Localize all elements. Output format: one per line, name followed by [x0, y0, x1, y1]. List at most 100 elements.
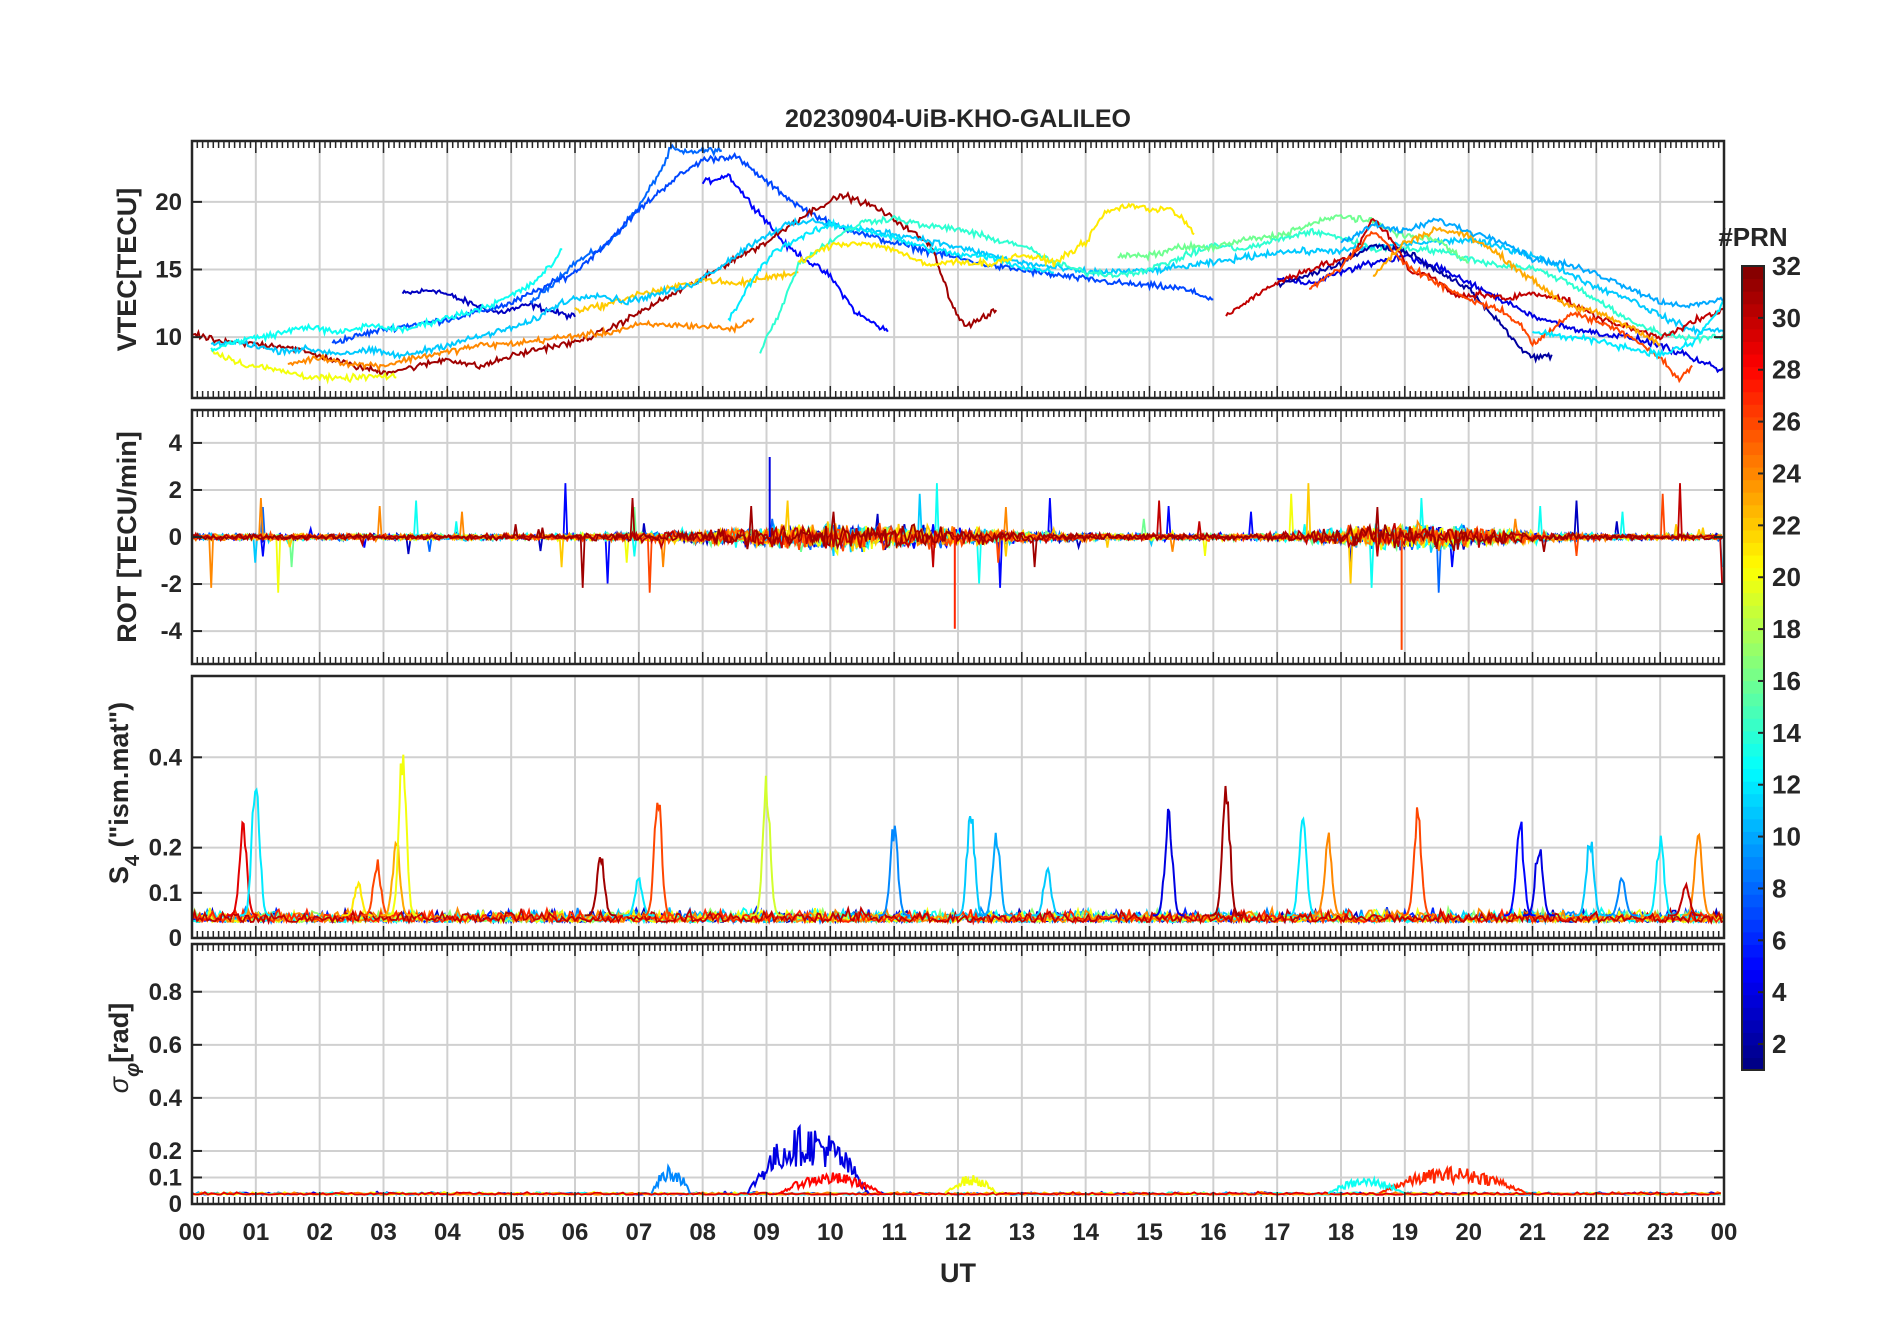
- colorbar-tick-label: 10: [1772, 822, 1801, 852]
- colorbar-segment: [1742, 793, 1764, 807]
- colorbar-segment: [1742, 843, 1764, 858]
- y-tick-label: 20: [155, 189, 182, 216]
- x-tick-label: 02: [306, 1219, 333, 1246]
- colorbar-segment: [1742, 1007, 1764, 1021]
- vtec-series-line: [1340, 217, 1724, 309]
- colorbar-segment: [1742, 328, 1764, 342]
- colorbar-segment: [1742, 504, 1764, 518]
- colorbar-tick-label: 32: [1772, 251, 1801, 281]
- vtec-series-line: [1532, 300, 1724, 361]
- colorbar-tick-label: 18: [1772, 614, 1801, 644]
- vtec-series-line: [701, 173, 889, 333]
- colorbar-segment: [1742, 316, 1764, 330]
- vtec-series-line: [1372, 226, 1661, 347]
- x-tick-label: 12: [945, 1219, 972, 1246]
- grid: [191, 944, 1725, 1205]
- colorbar-segment: [1742, 894, 1764, 908]
- y-axis-label: σφ[rad]: [104, 1003, 144, 1093]
- vtec-series-line: [287, 317, 755, 372]
- colorbar-frame: [1741, 265, 1765, 1071]
- sigma-burst: [746, 1123, 870, 1194]
- colorbar-tick-label: 26: [1772, 407, 1801, 437]
- data-s4: [192, 754, 1724, 926]
- vtec-series-line: [1276, 243, 1553, 364]
- s4-spike: [1152, 808, 1185, 917]
- colorbar-segment: [1742, 441, 1764, 456]
- y-tick-label: 0.4: [149, 744, 183, 771]
- x-tick-marks: [191, 141, 1725, 398]
- colorbar-segment: [1742, 718, 1764, 732]
- data-vtec: [192, 143, 1724, 385]
- s4-spike: [1669, 881, 1702, 917]
- x-tick-label: 18: [1328, 1219, 1355, 1246]
- vtec-series-line: [759, 214, 1724, 354]
- colorbar-segment: [1742, 605, 1764, 619]
- y-tick-label: 0: [169, 1191, 182, 1218]
- colorbar-segment: [1742, 379, 1764, 393]
- colorbar-segment: [1742, 730, 1764, 744]
- x-tick-label: 01: [242, 1219, 269, 1246]
- vtec-series-line: [574, 269, 799, 314]
- colorbar-tick-label: 2: [1772, 1029, 1786, 1059]
- colorbar-segment: [1742, 994, 1764, 1008]
- panel-sigma_phi: 00.10.2 0.4 0.6 0.8σφ[rad]: [104, 942, 1726, 1218]
- x-tick-label: 17: [1264, 1219, 1291, 1246]
- colorbar-segment: [1742, 479, 1764, 493]
- colorbar-segment: [1742, 1057, 1764, 1071]
- y-tick-label: 0.6: [149, 1032, 182, 1059]
- colorbar-segment: [1742, 580, 1764, 594]
- x-tick-label: 21: [1519, 1219, 1546, 1246]
- colorbar-segment: [1742, 278, 1764, 292]
- s4-spike: [750, 775, 783, 917]
- colorbar-segment: [1742, 755, 1764, 770]
- x-tick-label: 09: [753, 1219, 780, 1246]
- chart-title: 20230904-UiB-KHO-GALILEO: [785, 105, 1131, 133]
- x-tick-label: 11: [881, 1219, 906, 1246]
- colorbar-segment: [1742, 919, 1764, 933]
- s4-spike: [1312, 832, 1345, 917]
- colorbar-tick-label: 28: [1772, 355, 1801, 385]
- colorbar-segment: [1742, 291, 1764, 305]
- colorbar-tick-label: 8: [1772, 873, 1786, 903]
- y-tick-label: 0.1: [149, 1164, 182, 1191]
- colorbar-tick-label: 4: [1772, 977, 1787, 1007]
- colorbar-segment: [1742, 944, 1764, 958]
- colorbar-segment: [1742, 617, 1764, 631]
- x-tick-label: 07: [625, 1219, 652, 1246]
- colorbar-segment: [1742, 454, 1764, 468]
- colorbar-segment: [1742, 869, 1764, 883]
- x-tick-marks: [191, 926, 1725, 938]
- sigma-burst: [650, 1163, 691, 1194]
- panel-s4: 0 0.1 0.2 0.4S4 ("ism.mat"): [104, 674, 1726, 952]
- x-tick-label: 05: [498, 1219, 525, 1246]
- y-tick-label: 0.4: [149, 1085, 183, 1112]
- x-tick-marks: [191, 944, 1725, 1204]
- vtec-series-line: [210, 216, 1724, 360]
- x-tick-label: 04: [434, 1219, 461, 1246]
- colorbar-segment: [1742, 492, 1764, 506]
- colorbar-tick-label: 20: [1772, 562, 1801, 592]
- sigma-burst: [944, 1175, 997, 1195]
- colorbar-segment: [1742, 429, 1764, 443]
- s4-spike: [1682, 832, 1715, 917]
- x-minor-ticks: [191, 926, 1725, 938]
- grid: [191, 676, 1725, 939]
- colorbar-tick-label: 24: [1772, 458, 1801, 488]
- x-minor-ticks: [191, 944, 1725, 1204]
- colorbar-segment: [1742, 642, 1764, 657]
- vtec-series-line: [210, 248, 563, 353]
- panel-vtec: 10 15 20 VTEC[TECU]: [112, 139, 1726, 400]
- s4-spike: [227, 820, 258, 917]
- colorbar-segment: [1742, 630, 1764, 644]
- s4-spike: [980, 832, 1013, 917]
- x-tick-label: 19: [1391, 1219, 1418, 1246]
- colorbar-tick-label: 30: [1772, 303, 1801, 333]
- colorbar-segment: [1742, 416, 1764, 430]
- colorbar-tick-label: 14: [1772, 718, 1801, 748]
- s4-spike: [386, 754, 418, 917]
- x-tick-label: 22: [1583, 1219, 1610, 1246]
- y-tick-label: 2: [169, 477, 182, 504]
- grid: [191, 141, 1725, 398]
- x-tick-label: 08: [689, 1219, 716, 1246]
